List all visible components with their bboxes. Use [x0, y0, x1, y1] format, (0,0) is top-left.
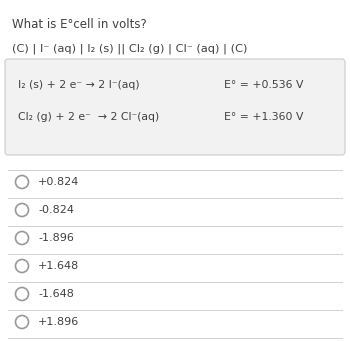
Text: I₂ (s) + 2 e⁻ → 2 I⁻(aq): I₂ (s) + 2 e⁻ → 2 I⁻(aq) — [18, 80, 140, 90]
FancyBboxPatch shape — [5, 59, 345, 155]
Text: +1.896: +1.896 — [38, 317, 79, 327]
Text: -0.824: -0.824 — [38, 205, 74, 215]
Text: (C) | I⁻ (aq) | I₂ (s) || Cl₂ (g) | Cl⁻ (aq) | (C): (C) | I⁻ (aq) | I₂ (s) || Cl₂ (g) | Cl⁻ … — [12, 44, 247, 55]
Text: +1.648: +1.648 — [38, 261, 79, 271]
Text: What is E°cell in volts?: What is E°cell in volts? — [12, 18, 147, 31]
Text: E° = +1.360 V: E° = +1.360 V — [224, 112, 303, 122]
Text: +0.824: +0.824 — [38, 177, 79, 187]
Text: E° = +0.536 V: E° = +0.536 V — [224, 80, 303, 90]
Text: Cl₂ (g) + 2 e⁻  → 2 Cl⁻(aq): Cl₂ (g) + 2 e⁻ → 2 Cl⁻(aq) — [18, 112, 159, 122]
Text: -1.896: -1.896 — [38, 233, 74, 243]
Text: -1.648: -1.648 — [38, 289, 74, 299]
